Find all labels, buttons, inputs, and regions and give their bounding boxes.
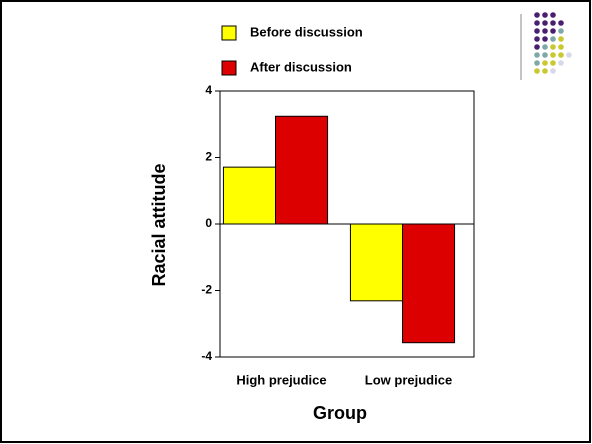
legend-swatch [222, 61, 236, 75]
y-tick-label: -4 [201, 349, 212, 363]
dot [534, 44, 540, 50]
dot [550, 52, 556, 58]
y-tick-label: 2 [205, 150, 212, 164]
dot [542, 36, 548, 42]
dot [558, 44, 564, 50]
dot [558, 52, 564, 58]
dot [534, 12, 540, 18]
dot [534, 52, 540, 58]
dot [534, 60, 540, 66]
dot [534, 36, 540, 42]
bar [403, 224, 455, 343]
dot [542, 20, 548, 26]
dot [542, 28, 548, 34]
y-tick-label: -2 [201, 283, 212, 297]
bar [223, 167, 275, 224]
legend-label: Before discussion [250, 24, 363, 39]
dot [558, 36, 564, 42]
dot [558, 60, 564, 66]
dot [550, 36, 556, 42]
dot [542, 12, 548, 18]
legend-label: After discussion [250, 59, 352, 74]
dot [566, 52, 572, 58]
dot [550, 68, 556, 74]
dot [558, 20, 564, 26]
x-tick-label: Low prejudice [365, 372, 452, 387]
dot [542, 68, 548, 74]
dot [534, 68, 540, 74]
dot [542, 44, 548, 50]
dot [550, 12, 556, 18]
y-tick-label: 0 [205, 216, 212, 230]
dot [550, 28, 556, 34]
dot [542, 60, 548, 66]
bar [276, 116, 328, 224]
x-axis-label: Group [313, 403, 367, 423]
dot [534, 28, 540, 34]
dot [542, 52, 548, 58]
dot [550, 44, 556, 50]
y-tick-label: 4 [205, 83, 212, 97]
dot [550, 20, 556, 26]
y-axis-label: Racial attitude [149, 163, 169, 286]
dot [558, 28, 564, 34]
x-tick-label: High prejudice [236, 372, 326, 387]
slide: Racial attitude Group 4 2 0 -2 -4 High prejud… [0, 0, 592, 444]
dot [550, 60, 556, 66]
dot [534, 20, 540, 26]
legend-swatch [222, 26, 236, 40]
bar [350, 224, 402, 301]
